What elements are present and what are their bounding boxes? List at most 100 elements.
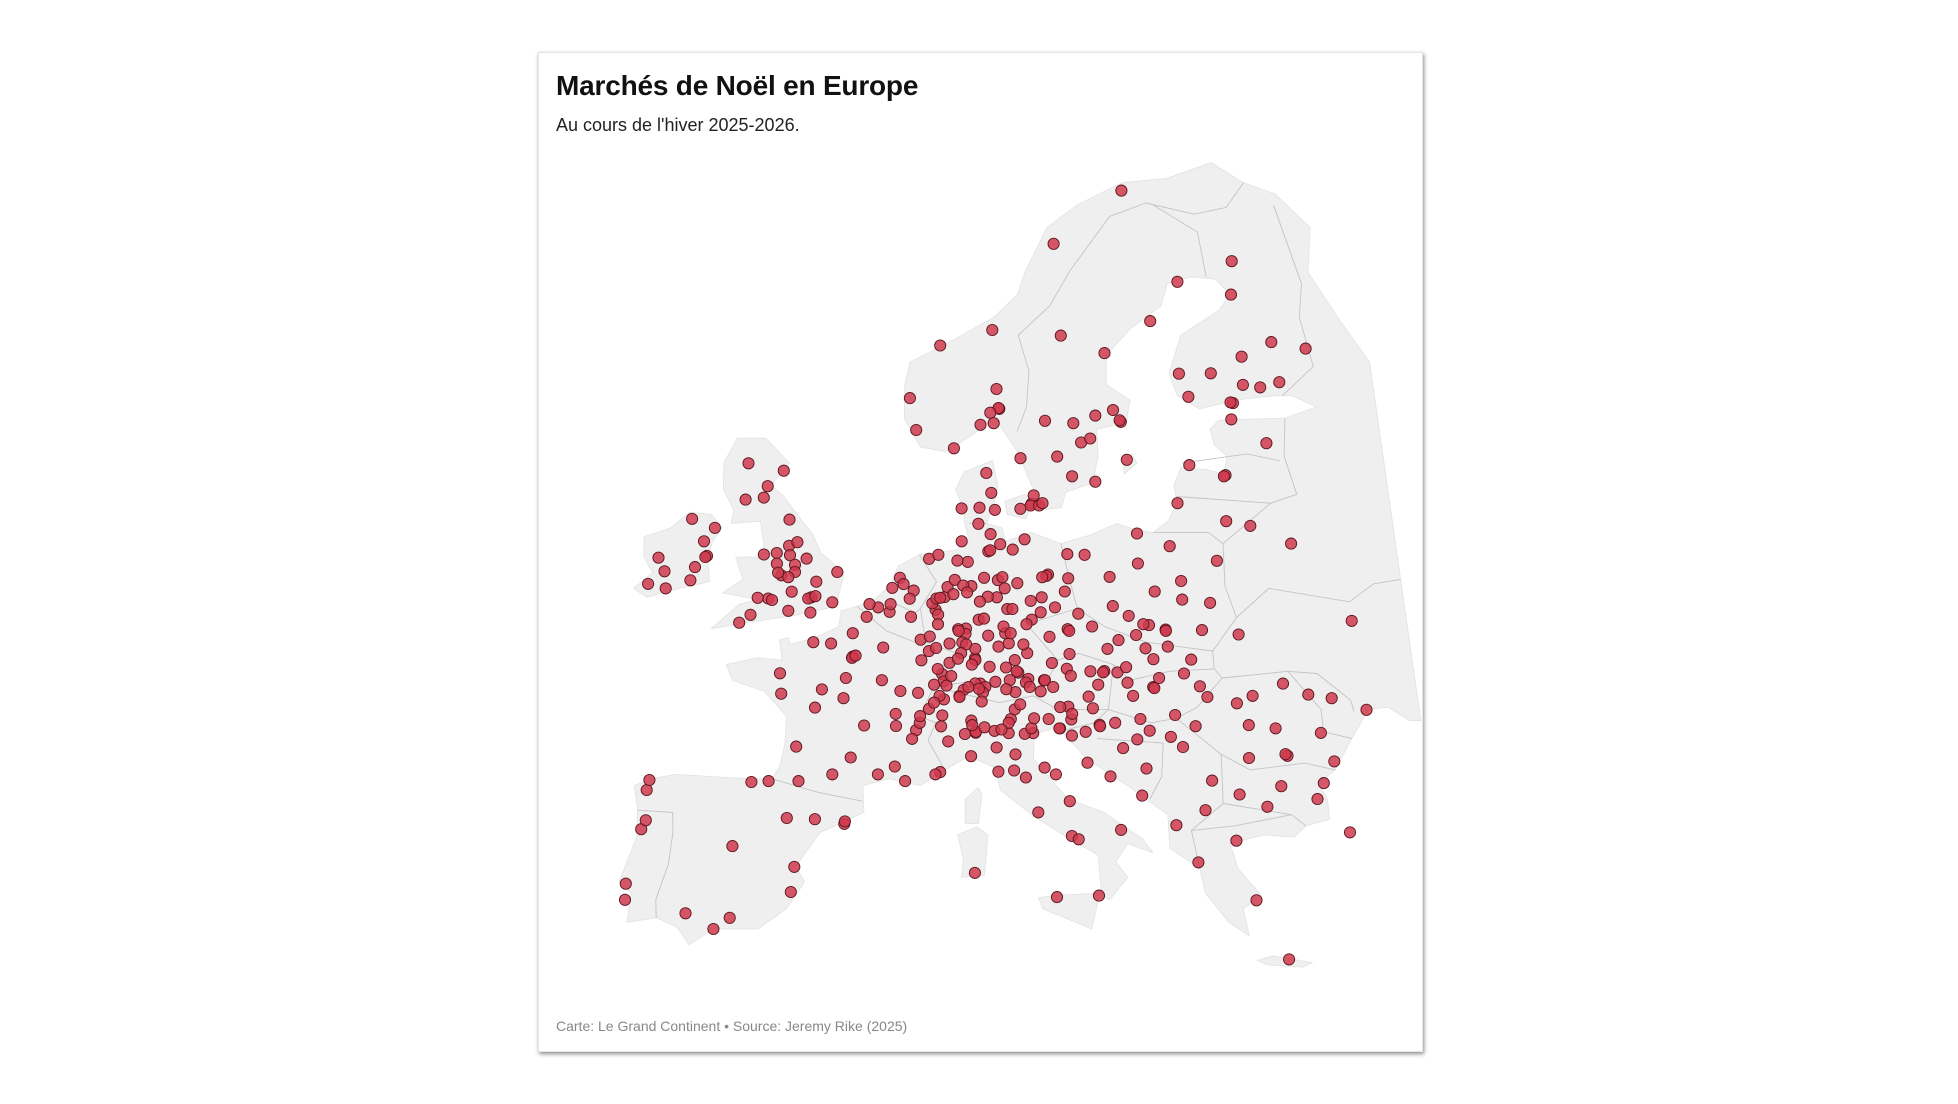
christmas-market-marker[interactable] <box>815 683 828 696</box>
christmas-market-marker[interactable] <box>974 418 987 431</box>
christmas-market-marker[interactable] <box>977 612 991 625</box>
christmas-market-marker[interactable] <box>846 627 859 640</box>
christmas-market-marker[interactable] <box>849 649 862 662</box>
christmas-market-marker[interactable] <box>930 641 943 655</box>
christmas-market-marker[interactable] <box>904 610 918 623</box>
christmas-market-marker[interactable] <box>888 760 901 773</box>
christmas-market-marker[interactable] <box>931 618 945 631</box>
christmas-market-marker[interactable] <box>984 544 997 557</box>
christmas-market-marker[interactable] <box>1242 719 1255 732</box>
christmas-market-marker[interactable] <box>782 571 795 584</box>
christmas-market-marker[interactable] <box>1078 548 1091 561</box>
christmas-market-marker[interactable] <box>940 679 953 692</box>
christmas-market-marker[interactable] <box>1130 527 1144 540</box>
christmas-market-marker[interactable] <box>1101 642 1114 655</box>
christmas-market-marker[interactable] <box>1082 690 1095 703</box>
christmas-market-marker[interactable] <box>935 720 948 733</box>
christmas-market-marker[interactable] <box>1072 607 1085 620</box>
christmas-market-marker[interactable] <box>1006 602 1019 616</box>
christmas-market-marker[interactable] <box>1061 548 1074 561</box>
christmas-market-marker[interactable] <box>1224 396 1237 409</box>
christmas-market-marker[interactable] <box>825 637 838 650</box>
christmas-market-marker[interactable] <box>1047 237 1060 250</box>
christmas-market-marker[interactable] <box>788 860 801 873</box>
christmas-market-marker[interactable] <box>992 765 1005 778</box>
christmas-market-marker[interactable] <box>679 907 692 920</box>
christmas-market-marker[interactable] <box>884 598 897 611</box>
christmas-market-marker[interactable] <box>1230 697 1243 710</box>
christmas-market-marker[interactable] <box>1360 703 1373 716</box>
christmas-market-marker[interactable] <box>707 922 720 936</box>
christmas-market-marker[interactable] <box>987 417 1000 430</box>
christmas-market-marker[interactable] <box>978 571 991 584</box>
christmas-market-marker[interactable] <box>932 548 945 561</box>
christmas-market-marker[interactable] <box>1210 554 1223 567</box>
christmas-market-marker[interactable] <box>961 586 974 599</box>
christmas-market-marker[interactable] <box>953 690 966 704</box>
christmas-market-marker[interactable] <box>952 624 965 637</box>
christmas-market-marker[interactable] <box>972 517 985 530</box>
christmas-market-marker[interactable] <box>1311 792 1324 806</box>
christmas-market-marker[interactable] <box>1204 596 1217 609</box>
christmas-market-marker[interactable] <box>1189 720 1202 733</box>
christmas-market-marker[interactable] <box>973 501 986 514</box>
christmas-market-marker[interactable] <box>807 636 820 649</box>
christmas-market-marker[interactable] <box>996 571 1009 584</box>
christmas-market-marker[interactable] <box>988 503 1001 516</box>
christmas-market-marker[interactable] <box>965 658 978 671</box>
christmas-market-marker[interactable] <box>1302 688 1315 701</box>
christmas-market-marker[interactable] <box>1067 417 1080 430</box>
christmas-market-marker[interactable] <box>1034 685 1047 698</box>
christmas-market-marker[interactable] <box>772 566 785 579</box>
christmas-market-marker[interactable] <box>684 574 697 587</box>
christmas-market-marker[interactable] <box>1038 414 1052 427</box>
christmas-market-marker[interactable] <box>1047 680 1060 694</box>
christmas-market-marker[interactable] <box>1024 594 1037 607</box>
christmas-market-marker[interactable] <box>762 775 775 788</box>
christmas-market-marker[interactable] <box>942 735 955 748</box>
christmas-market-marker[interactable] <box>929 768 942 781</box>
christmas-market-marker[interactable] <box>1120 661 1133 674</box>
christmas-market-marker[interactable] <box>998 582 1011 595</box>
christmas-market-marker[interactable] <box>1111 666 1124 679</box>
christmas-market-marker[interactable] <box>1042 712 1055 726</box>
christmas-market-marker[interactable] <box>1014 698 1027 711</box>
christmas-market-marker[interactable] <box>1343 826 1357 839</box>
christmas-market-marker[interactable] <box>1054 329 1067 342</box>
christmas-market-marker[interactable] <box>659 582 672 595</box>
christmas-market-marker[interactable] <box>642 577 655 590</box>
christmas-market-marker[interactable] <box>1328 755 1341 768</box>
christmas-market-marker[interactable] <box>978 721 991 734</box>
christmas-market-marker[interactable] <box>1109 716 1122 729</box>
christmas-market-marker[interactable] <box>1058 585 1071 598</box>
christmas-market-marker[interactable] <box>1063 624 1076 637</box>
christmas-market-marker[interactable] <box>1050 891 1064 904</box>
christmas-market-marker[interactable] <box>1265 336 1278 349</box>
christmas-market-marker[interactable] <box>1225 413 1238 426</box>
christmas-market-marker[interactable] <box>1053 722 1066 735</box>
christmas-market-marker[interactable] <box>688 561 702 574</box>
christmas-market-marker[interactable] <box>984 406 997 419</box>
christmas-market-marker[interactable] <box>1094 720 1107 733</box>
christmas-market-marker[interactable] <box>1066 470 1079 483</box>
christmas-market-marker[interactable] <box>1317 777 1330 790</box>
christmas-market-marker[interactable] <box>1089 409 1102 422</box>
christmas-market-marker[interactable] <box>1275 780 1288 793</box>
christmas-market-marker[interactable] <box>1034 606 1047 619</box>
christmas-market-marker[interactable] <box>899 775 912 788</box>
christmas-market-marker[interactable] <box>1038 761 1051 774</box>
christmas-market-marker[interactable] <box>783 549 797 562</box>
christmas-market-marker[interactable] <box>1250 894 1263 907</box>
christmas-market-marker[interactable] <box>784 885 797 899</box>
christmas-market-marker[interactable] <box>1314 726 1327 739</box>
christmas-market-marker[interactable] <box>1043 630 1056 643</box>
christmas-market-marker[interactable] <box>980 466 993 480</box>
christmas-market-marker[interactable] <box>1148 682 1161 695</box>
christmas-market-marker[interactable] <box>1019 771 1032 784</box>
christmas-market-marker[interactable] <box>1008 764 1021 777</box>
christmas-market-marker[interactable] <box>1092 889 1106 902</box>
christmas-market-marker[interactable] <box>894 684 907 698</box>
christmas-market-marker[interactable] <box>1106 403 1120 417</box>
christmas-market-marker[interactable] <box>1345 614 1358 627</box>
christmas-market-marker[interactable] <box>877 641 890 654</box>
